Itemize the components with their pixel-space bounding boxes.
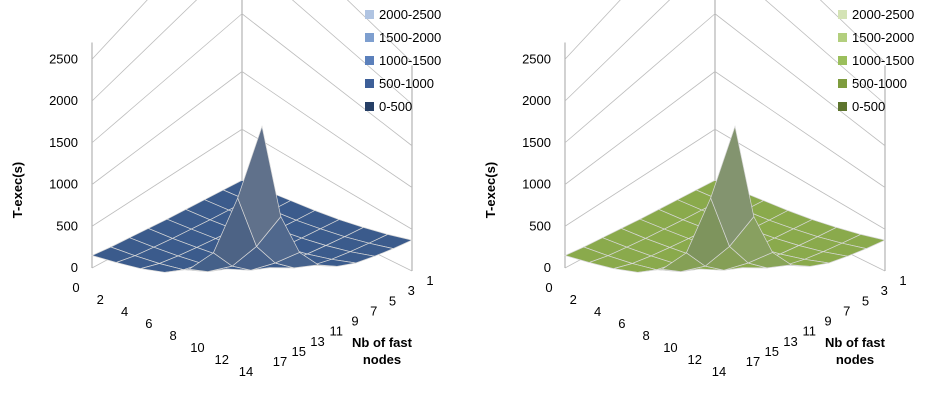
x-tick-label: 2 (570, 292, 577, 307)
legend: 2000-2500 1500-2000 1000-1500 500-1000 0-500 (838, 7, 914, 114)
z-tick-label: 1000 (49, 177, 78, 192)
y-tick-label: 3 (881, 283, 888, 298)
x-axis-ticks: 0 2 4 6 8 10 12 14 (72, 280, 253, 379)
x-tick-label: 14 (712, 364, 726, 379)
z-axis-ticks: 0 500 1000 1500 2000 2500 (522, 51, 551, 275)
x-tick-label: 0 (545, 280, 552, 295)
legend-swatch (365, 102, 374, 111)
legend-swatch (365, 33, 374, 42)
y-tick-label: 5 (389, 293, 396, 308)
surface-chart-left: 0 500 1000 1500 2000 2500 T-exec(s) 0 2 4 6 8 10 12 14… (10, 0, 441, 379)
legend-label: 2000-2500 (379, 7, 441, 22)
y-tick-label: 17 (746, 354, 760, 369)
legend-swatch (365, 56, 374, 65)
y-tick-label: 3 (408, 283, 415, 298)
z-axis-title: T-exec(s) (483, 162, 498, 218)
legend-label: 1500-2000 (379, 30, 441, 45)
x-tick-label: 4 (594, 304, 601, 319)
legend-label: 500-1000 (379, 76, 434, 91)
z-tick-label: 1000 (522, 177, 551, 192)
z-tick-label: 500 (529, 218, 551, 233)
surface-cell (237, 125, 282, 248)
x-axis-ticks: 0 2 4 6 8 10 12 14 (545, 280, 726, 379)
x-tick-label: 12 (687, 352, 701, 367)
y-tick-label: 5 (862, 293, 869, 308)
z-axis-title: T-exec(s) (10, 162, 25, 218)
x-tick-label: 6 (618, 316, 625, 331)
x-tick-label: 4 (121, 304, 128, 319)
legend-swatch (365, 10, 374, 19)
x-tick-label: 8 (170, 328, 177, 343)
y-tick-label: 13 (310, 334, 324, 349)
legend-label: 1000-1500 (852, 53, 914, 68)
legend-label: 500-1000 (852, 76, 907, 91)
y-tick-label: 7 (843, 303, 850, 318)
legend-label: 2000-2500 (852, 7, 914, 22)
y-axis-title: Nb of fast nodes (352, 335, 413, 367)
z-tick-label: 1500 (49, 135, 78, 150)
x-tick-label: 10 (190, 340, 204, 355)
chart-frame (91, 0, 413, 271)
y-tick-label: 15 (292, 344, 306, 359)
y-tick-label: 1 (426, 273, 433, 288)
z-gridlines (91, 0, 413, 272)
z-tick-label: 1500 (522, 135, 551, 150)
surface-mesh (563, 125, 887, 273)
legend-swatch (838, 10, 847, 19)
legend-swatch (838, 33, 847, 42)
legend-label: 0-500 (379, 99, 412, 114)
legend-label: 1000-1500 (379, 53, 441, 68)
legend-swatch (838, 79, 847, 88)
legend-label: 0-500 (852, 99, 885, 114)
z-axis-ticks: 0 500 1000 1500 2000 2500 (49, 51, 78, 275)
legend-label: 1500-2000 (852, 30, 914, 45)
x-tick-label: 10 (663, 340, 677, 355)
y-tick-label: 1 (899, 273, 906, 288)
x-tick-label: 8 (643, 328, 650, 343)
surface-chart-right: 0 500 1000 1500 2000 2500 T-exec(s) 0 2 4 6 8 10 12 14… (483, 0, 914, 379)
x-tick-label: 14 (239, 364, 253, 379)
y-tick-label: 7 (370, 303, 377, 318)
z-tick-label: 2500 (522, 51, 551, 66)
legend-swatch (838, 56, 847, 65)
surface-mesh (90, 125, 414, 273)
x-tick-label: 12 (214, 352, 228, 367)
y-axis-title: Nb of fast nodes (825, 335, 886, 367)
z-tick-label: 0 (544, 260, 551, 275)
x-tick-label: 0 (72, 280, 79, 295)
z-tick-label: 2500 (49, 51, 78, 66)
z-tick-label: 2000 (49, 93, 78, 108)
x-tick-label: 6 (145, 316, 152, 331)
y-tick-label: 9 (824, 314, 831, 329)
y-tick-label: 11 (330, 324, 344, 339)
y-tick-label: 9 (351, 314, 358, 329)
y-tick-label: 17 (273, 354, 287, 369)
chart-frame (564, 0, 886, 271)
x-tick-label: 2 (97, 292, 104, 307)
z-tick-label: 0 (71, 260, 78, 275)
z-tick-label: 500 (56, 218, 78, 233)
legend-swatch (365, 79, 374, 88)
y-tick-label: 13 (783, 334, 797, 349)
y-tick-label: 11 (803, 324, 817, 339)
surface-cell (710, 125, 755, 248)
legend: 2000-2500 1500-2000 1000-1500 500-1000 0-500 (365, 7, 441, 114)
y-tick-label: 15 (765, 344, 779, 359)
legend-swatch (838, 102, 847, 111)
z-tick-label: 2000 (522, 93, 551, 108)
